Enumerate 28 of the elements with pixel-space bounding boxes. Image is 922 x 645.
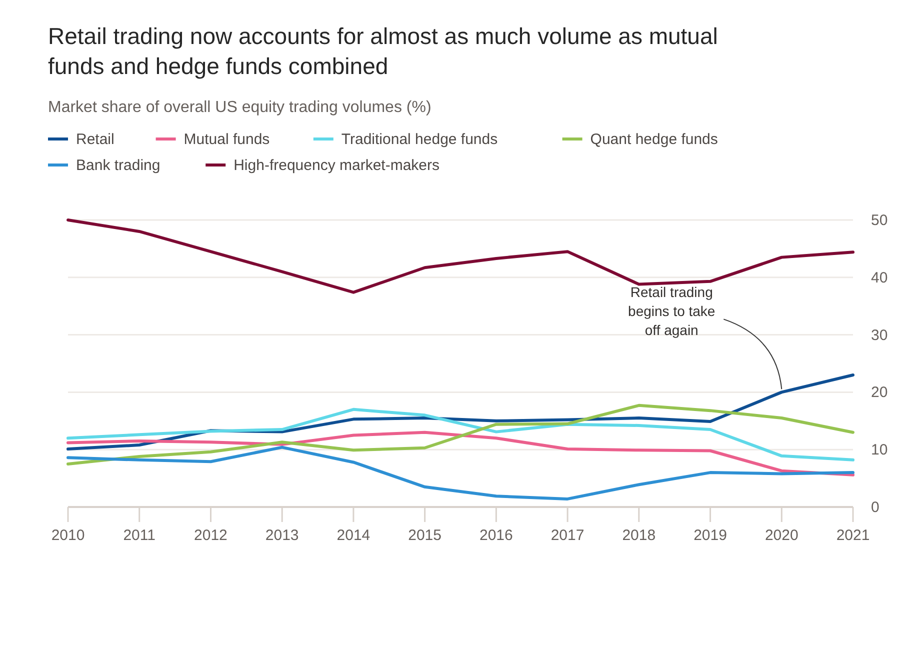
y-tick-label: 20 — [871, 384, 888, 402]
legend-label: High-frequency market-makers — [234, 157, 440, 174]
x-tick-label: 2013 — [265, 527, 299, 544]
x-tick-label: 2019 — [694, 527, 727, 544]
y-tick-label: 30 — [871, 326, 888, 344]
x-tick-label: 2010 — [51, 527, 85, 544]
y-tick-label: 50 — [871, 212, 888, 229]
legend-label: Mutual funds — [184, 131, 270, 148]
legend-label: Bank trading — [76, 157, 160, 174]
legend-label: Quant hedge funds — [590, 131, 718, 148]
y-tick-label: 40 — [871, 269, 888, 286]
chart-subtitle: Market share of overall US equity trading volumes (%) — [48, 99, 432, 116]
x-tick-label: 2017 — [550, 527, 584, 544]
x-tick-label: 2018 — [622, 527, 656, 544]
x-tick-label: 2021 — [836, 527, 870, 544]
legend-label: Retail — [76, 131, 114, 148]
legend-label: Traditional hedge funds — [341, 131, 498, 148]
y-tick-label: 10 — [871, 442, 888, 459]
x-tick-label: 2020 — [764, 527, 798, 544]
chart-title: Retail trading now accounts for almost as much volume as mutual funds and hedge funds combined — [48, 23, 718, 79]
x-tick-label: 2016 — [479, 527, 513, 544]
annotation: Retail trading begins to take off again — [628, 284, 716, 338]
x-tick-label: 2012 — [194, 527, 228, 544]
y-tick-label: 0 — [871, 499, 880, 516]
line-series — [66, 446, 854, 500]
x-tick-label: 2015 — [408, 527, 442, 544]
x-tick-label: 2011 — [123, 527, 156, 544]
x-tick-label: 2014 — [336, 527, 370, 544]
